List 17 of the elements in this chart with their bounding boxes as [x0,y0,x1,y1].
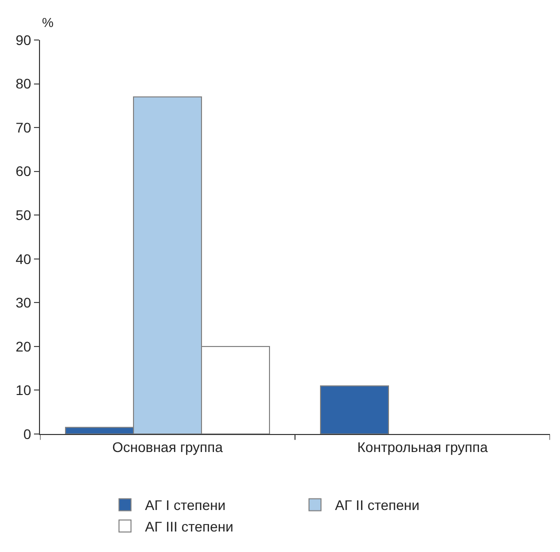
x-tick-label: Основная группа [112,438,223,455]
y-axis-title: % [42,15,54,30]
y-tick-label: 10 [16,382,32,398]
y-tick-label: 50 [16,207,32,224]
legend-label: АГ III степени [145,518,234,534]
y-tick-label: 90 [16,32,32,48]
y-tick-label: 0 [23,426,32,442]
legend-label: АГ II степени [335,497,420,514]
x-tick-label: Контрольная группа [357,438,488,455]
y-tick-label: 60 [16,163,32,180]
y-tick-label: 30 [16,294,32,311]
y-tick-label: 80 [16,76,32,92]
y-tick-label: 20 [16,338,32,354]
y-tick-label: 40 [16,250,32,267]
bar [320,385,389,434]
legend-label: АГ I степени [145,497,226,514]
y-tick-label: 70 [16,119,32,136]
